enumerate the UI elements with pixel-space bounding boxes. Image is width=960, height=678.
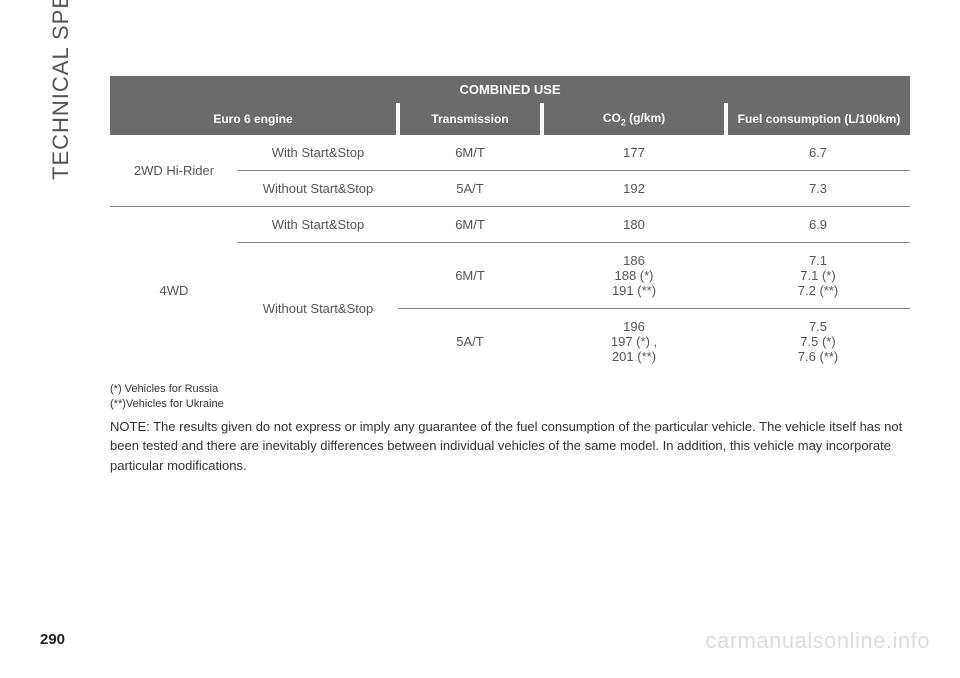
cell-co2: 186 188 (*) 191 (**) — [542, 243, 726, 309]
cell-variant: Without Start&Stop — [238, 243, 398, 375]
header-fuel: Fuel consumption (L/100km) — [726, 103, 910, 135]
footnotes: (*) Vehicles for Russia (**)Vehicles for… — [110, 382, 910, 411]
note-text: NOTE: The results given do not express o… — [110, 417, 910, 476]
cell-co2: 196 197 (*) , 201 (**) — [542, 309, 726, 375]
cell-fuel: 6.7 — [726, 135, 910, 171]
table-row: 2WD Hi-Rider With Start&Stop 6M/T 177 6.… — [110, 135, 910, 171]
cell-trans: 6M/T — [398, 243, 542, 309]
header-co2: CO2 (g/km) — [542, 103, 726, 135]
cell-variant: With Start&Stop — [238, 207, 398, 243]
header-transmission: Transmission — [398, 103, 542, 135]
cell-trans: 6M/T — [398, 135, 542, 171]
cell-drive: 2WD Hi-Rider — [110, 135, 238, 207]
spec-table: COMBINED USE Euro 6 engine Transmission … — [110, 76, 910, 374]
cell-variant: With Start&Stop — [238, 135, 398, 171]
cell-co2: 180 — [542, 207, 726, 243]
footnote-1: (*) Vehicles for Russia — [110, 382, 910, 396]
table-title-row: COMBINED USE — [110, 76, 910, 103]
cell-trans: 5A/T — [398, 171, 542, 207]
cell-variant: Without Start&Stop — [238, 171, 398, 207]
page-number: 290 — [40, 631, 65, 648]
header-engine: Euro 6 engine — [110, 103, 398, 135]
cell-drive: 4WD — [110, 207, 238, 375]
watermark: carmanualsonline.info — [705, 628, 930, 654]
section-title-vertical: TECHNICAL SPECIFICATIONS — [48, 0, 74, 180]
cell-trans: 5A/T — [398, 309, 542, 375]
cell-trans: 6M/T — [398, 207, 542, 243]
cell-fuel: 7.5 7.5 (*) 7.6 (**) — [726, 309, 910, 375]
footnote-2: (**)Vehicles for Ukraine — [110, 397, 910, 411]
cell-fuel: 7.1 7.1 (*) 7.2 (**) — [726, 243, 910, 309]
table-title: COMBINED USE — [110, 76, 910, 103]
cell-co2: 192 — [542, 171, 726, 207]
table-header-row: Euro 6 engine Transmission CO2 (g/km) Fu… — [110, 103, 910, 135]
cell-co2: 177 — [542, 135, 726, 171]
cell-fuel: 6.9 — [726, 207, 910, 243]
table-row: 4WD With Start&Stop 6M/T 180 6.9 — [110, 207, 910, 243]
cell-fuel: 7.3 — [726, 171, 910, 207]
page-content: COMBINED USE Euro 6 engine Transmission … — [110, 76, 910, 475]
